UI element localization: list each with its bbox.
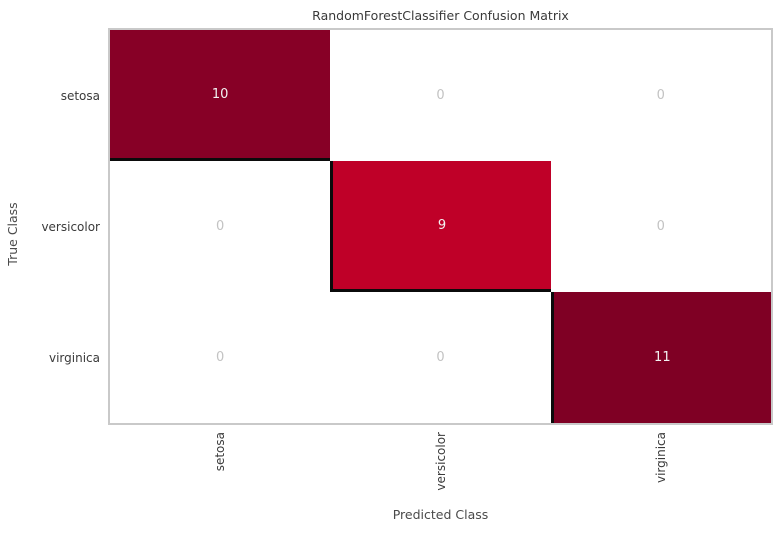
x-tick-label-virginica-text: virginica (654, 432, 668, 483)
y-tick-label-setosa: setosa (60, 89, 100, 103)
matrix-cell-r0c0: 10 (110, 30, 331, 161)
chart-title: RandomForestClassifier Confusion Matrix (312, 8, 569, 23)
matrix-cell-r1c2: 0 (550, 161, 771, 292)
matrix-cell-r1c0: 0 (110, 161, 331, 292)
matrix-cell-r0c2: 0 (550, 30, 771, 161)
y-tick-label-virginica: virginica (49, 351, 100, 365)
y-tick-label-versicolor: versicolor (41, 220, 100, 234)
matrix-cell-r2c1: 0 (330, 292, 551, 423)
matrix-cell-r0c1: 0 (330, 30, 551, 161)
matrix-cell-r2c2: 11 (550, 292, 771, 423)
x-tick-label-setosa-text: setosa (213, 432, 227, 472)
matrix-cell-r2c0: 0 (110, 292, 331, 423)
x-axis-label: Predicted Class (392, 507, 489, 522)
y-axis-label-text: True Class (5, 202, 20, 266)
matrix-cell-r1c1: 9 (330, 161, 551, 292)
x-tick-label-versicolor-text: versicolor (434, 432, 448, 491)
confusion-matrix-grid: 10 0 0 0 9 0 0 0 11 (110, 30, 771, 423)
